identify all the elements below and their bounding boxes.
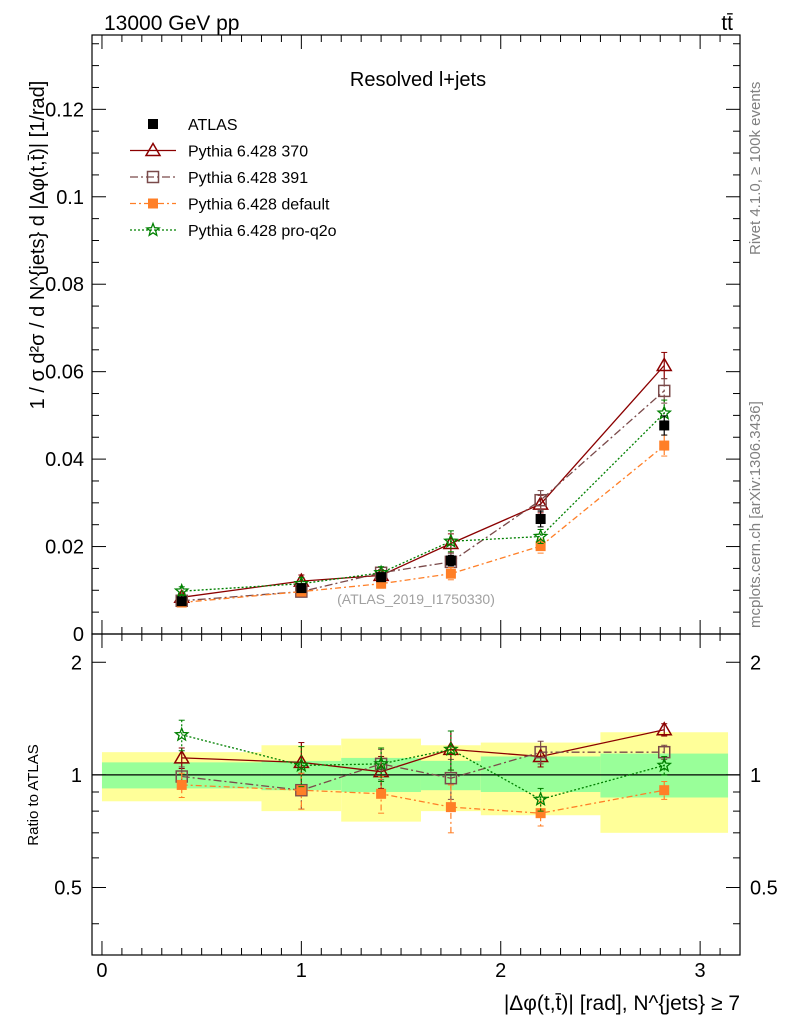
main-y-ticks: 0 0.02 0.04 0.06 0.08 0.1 0.12 xyxy=(45,43,740,646)
ratio-point-p370 xyxy=(173,749,191,764)
legend-entry-p391: Pythia 6.428 391 xyxy=(130,170,308,187)
legend-label-p391: Pythia 6.428 391 xyxy=(188,170,308,187)
ratio-ytick-label: 0.5 xyxy=(54,877,82,899)
ratio-point-p391 xyxy=(444,771,458,785)
x-tick-label: 2 xyxy=(495,960,506,982)
main-ytick-label: 0.12 xyxy=(45,99,84,121)
ratio-point-p370 xyxy=(655,721,673,736)
legend-marker-atlas xyxy=(148,119,158,129)
legend-marker-pdefault xyxy=(148,198,158,209)
x-axis-ticks: 0 1 2 3 xyxy=(96,35,721,982)
main-series-p391 xyxy=(175,378,671,608)
ratio-ytick-label: 1 xyxy=(71,765,82,787)
main-point-p391 xyxy=(534,493,547,507)
main-ytick-label: 0.04 xyxy=(45,449,84,471)
header-energy: 13000 GeV pp xyxy=(104,12,239,35)
main-point-p370 xyxy=(655,357,673,372)
ratio-point-pdefault xyxy=(176,779,187,790)
ratio-series-pq2o xyxy=(173,719,673,812)
main-point-p391 xyxy=(657,384,671,398)
ratio-ytick-label-right: 0.5 xyxy=(750,877,778,899)
ratio-point-p391 xyxy=(534,745,547,759)
x-tick-label: 0 xyxy=(96,960,107,982)
main-point-pdefault xyxy=(659,440,670,451)
legend-entry-pq2o: Pythia 6.428 pro-q2o xyxy=(130,221,337,240)
x-tick-label: 3 xyxy=(695,960,706,982)
ratio-ytick-label-right: 1 xyxy=(750,765,761,787)
ratio-point-pdefault xyxy=(445,802,456,813)
header-process: tt̄ xyxy=(721,12,733,35)
ratio-point-pdefault xyxy=(535,808,546,819)
ratio-panel xyxy=(91,633,741,956)
main-series-pq2o xyxy=(173,399,673,598)
rivet-label: Rivet 4.1.0, ≥ 100k events xyxy=(747,82,764,255)
main-point-atlas xyxy=(296,583,307,594)
ratio-bands xyxy=(101,732,729,833)
ratio-series xyxy=(173,719,673,834)
main-ytick-label: 0.08 xyxy=(45,274,84,296)
main-point-atlas xyxy=(659,420,670,431)
ratio-point-pq2o xyxy=(373,755,390,771)
x-axis-label: |Δφ(t,t̄)| [rad], N^{jets} ≥ 7 xyxy=(504,992,740,1015)
ratio-line-p391 xyxy=(181,751,665,791)
main-point-atlas xyxy=(535,514,546,525)
ratio-point-pq2o xyxy=(173,726,190,742)
legend-entry-p370: Pythia 6.428 370 xyxy=(130,142,308,161)
main-series-p370 xyxy=(173,351,673,604)
main-ytick-label: 0.1 xyxy=(56,187,84,209)
legend: ATLAS Pythia 6.428 370 Pythia 6.428 391 Pyt… xyxy=(130,117,337,240)
ratio-point-pq2o xyxy=(532,791,549,807)
main-line-p370 xyxy=(181,365,665,598)
main-point-atlas xyxy=(376,572,387,583)
ratio-point-pdefault xyxy=(659,785,670,796)
main-point-pq2o xyxy=(443,533,459,549)
ratio-point-pdefault xyxy=(296,785,307,796)
legend-label-p370: Pythia 6.428 370 xyxy=(188,144,308,161)
ratio-frame xyxy=(91,633,741,956)
ratio-point-pq2o xyxy=(293,757,310,773)
legend-entry-atlas: ATLAS xyxy=(148,117,238,134)
main-point-atlas xyxy=(445,555,456,566)
ratio-ytick-label: 2 xyxy=(71,652,82,674)
main-ytick-label: 0.02 xyxy=(45,537,84,559)
legend-label-pdefault: Pythia 6.428 default xyxy=(188,197,330,214)
main-series-atlas xyxy=(176,415,670,607)
legend-marker-p391 xyxy=(146,170,160,184)
legend-entry-pdefault: Pythia 6.428 default xyxy=(130,197,330,214)
analysis-watermark: (ATLAS_2019_I1750330) xyxy=(337,591,495,607)
legend-marker-pq2o xyxy=(145,221,161,237)
main-line-p391 xyxy=(181,390,665,602)
ratio-point-pdefault xyxy=(376,788,387,799)
main-point-pq2o xyxy=(532,528,549,544)
main-ytick-label: 0 xyxy=(73,624,84,646)
legend-label-atlas: ATLAS xyxy=(188,117,238,134)
ratio-ytick-label-right: 2 xyxy=(750,652,761,674)
x-tick-label: 1 xyxy=(296,960,307,982)
main-line-pdefault xyxy=(181,445,665,604)
main-point-pdefault xyxy=(535,541,546,552)
ratio-point-pq2o xyxy=(656,757,673,773)
ratio-y-ticks: 0.5 0.5 1 1 2 2 xyxy=(54,652,778,925)
main-title: Resolved l+jets xyxy=(350,69,486,91)
main-point-atlas xyxy=(176,596,187,607)
ratio-point-p370 xyxy=(442,740,460,756)
mcplots-label: mcplots.cern.ch [arXiv:1306.3436] xyxy=(747,401,764,628)
main-point-pdefault xyxy=(376,578,387,589)
main-point-pdefault xyxy=(445,568,456,579)
legend-label-pq2o: Pythia 6.428 pro-q2o xyxy=(188,223,337,240)
main-series xyxy=(173,351,673,608)
ratio-line-pdefault xyxy=(181,784,665,814)
legend-marker-p370 xyxy=(144,142,162,157)
main-line-pq2o xyxy=(181,412,665,592)
ratio-y-axis-label: Ratio to ATLAS xyxy=(25,744,42,845)
main-y-axis-label: 1 / σ d²σ / d N^{jets} d |Δφ(t,t̄)| [1/r… xyxy=(27,81,49,410)
main-series-pdefault xyxy=(176,434,670,608)
main-point-pq2o xyxy=(173,582,190,598)
main-ytick-label: 0.06 xyxy=(45,362,84,384)
ratio-point-pq2o xyxy=(442,741,459,757)
